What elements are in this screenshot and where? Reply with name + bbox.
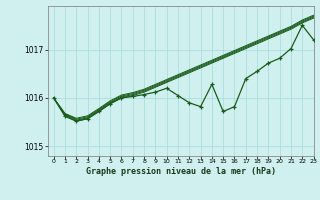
X-axis label: Graphe pression niveau de la mer (hPa): Graphe pression niveau de la mer (hPa) [86,167,276,176]
